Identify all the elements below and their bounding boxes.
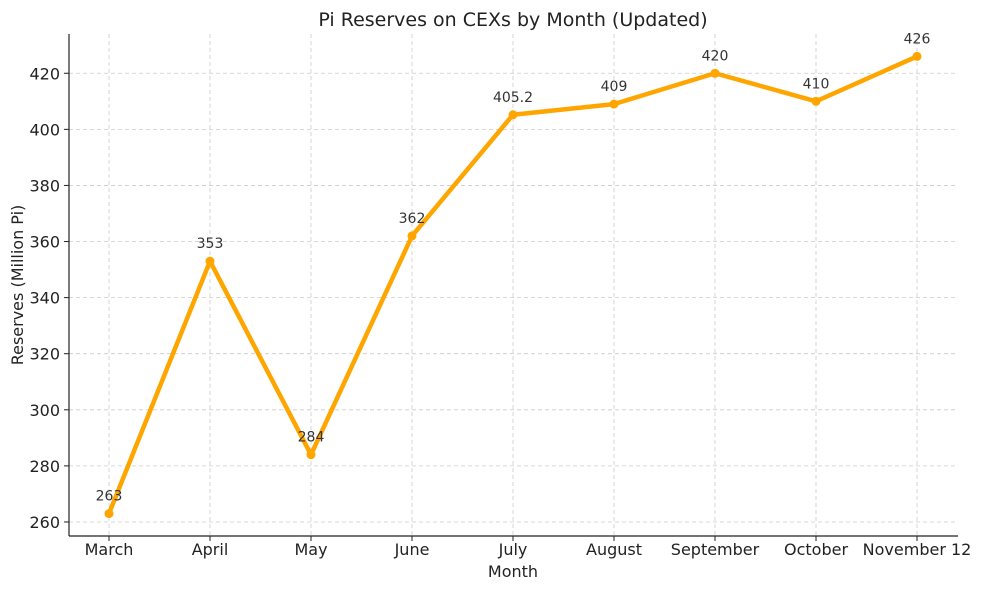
data-point <box>912 51 922 61</box>
y-tick-label: 340 <box>29 289 60 308</box>
data-label: 362 <box>399 211 426 227</box>
y-axis-label: Reserves (Million Pi) <box>8 205 27 366</box>
y-tick-label: 280 <box>29 457 60 476</box>
y-tick-label: 360 <box>29 233 60 252</box>
data-point <box>205 256 215 266</box>
y-tick-label: 260 <box>29 513 60 532</box>
x-axis-label: Month <box>488 562 538 581</box>
chart-title: Pi Reserves on CEXs by Month (Updated) <box>318 9 707 31</box>
data-point <box>609 99 619 109</box>
data-label: 409 <box>601 79 628 95</box>
data-point <box>104 509 114 519</box>
data-label: 405.2 <box>493 90 533 106</box>
data-label: 426 <box>904 31 931 47</box>
y-tick-label: 420 <box>29 64 60 83</box>
y-tick-label: 300 <box>29 401 60 420</box>
x-tick-label: June <box>394 540 430 559</box>
y-tick-label: 400 <box>29 120 60 139</box>
x-tick-label: September <box>671 540 760 559</box>
data-point <box>710 68 720 78</box>
x-tick-label: October <box>784 540 848 559</box>
data-label: 420 <box>702 48 729 64</box>
data-label: 284 <box>298 430 325 446</box>
x-tick-label: November 12 <box>863 540 972 559</box>
data-point <box>306 450 316 460</box>
data-label: 263 <box>96 489 123 505</box>
y-tick-label: 380 <box>29 176 60 195</box>
x-tick-label: May <box>294 540 327 559</box>
x-tick-label: March <box>85 540 134 559</box>
data-point <box>811 96 821 106</box>
data-point <box>407 231 417 241</box>
x-tick-label: April <box>192 540 229 559</box>
y-tick-label: 320 <box>29 345 60 364</box>
x-tick-label: July <box>498 540 528 559</box>
data-label: 353 <box>197 236 224 252</box>
x-tick-label: August <box>586 540 642 559</box>
data-point <box>508 110 518 120</box>
data-label: 410 <box>803 76 830 92</box>
